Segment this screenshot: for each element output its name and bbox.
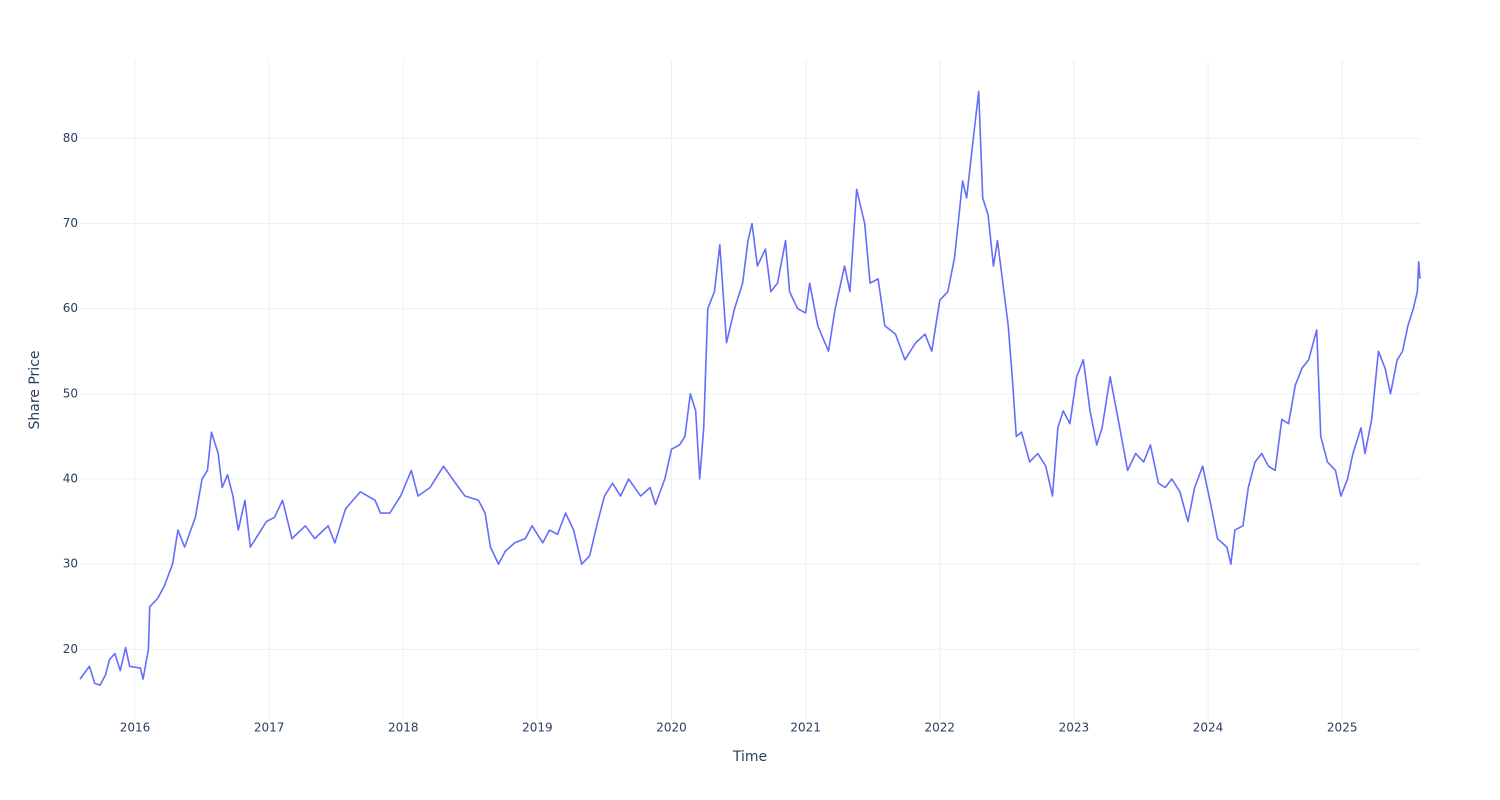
line <box>79 90 1421 686</box>
x-tick-label: 2022 <box>925 721 956 735</box>
x-tick-label: 2025 <box>1327 721 1358 735</box>
y-tick-label: 40 <box>63 471 78 485</box>
y-tick-label: 60 <box>63 301 78 315</box>
y-axis-title: Share Price <box>27 350 43 429</box>
y-tick-label: 80 <box>63 131 78 145</box>
x-tick-label: 2018 <box>388 721 419 735</box>
x-tick-label: 2023 <box>1059 721 1090 735</box>
x-tick-label: 2016 <box>120 721 151 735</box>
x-tick-label: 2017 <box>254 721 285 735</box>
x-axis-title: Time <box>732 749 767 765</box>
x-tick-label: 2021 <box>790 721 821 735</box>
x-tick-label: 2024 <box>1193 721 1224 735</box>
y-tick-label: 50 <box>63 386 78 400</box>
x-tick-label: 2019 <box>522 721 553 735</box>
y-tick-label: 30 <box>63 557 78 571</box>
y-tick-label: 20 <box>63 642 78 656</box>
y-tick-label: 70 <box>63 216 78 230</box>
x-tick-label: 2020 <box>656 721 687 735</box>
